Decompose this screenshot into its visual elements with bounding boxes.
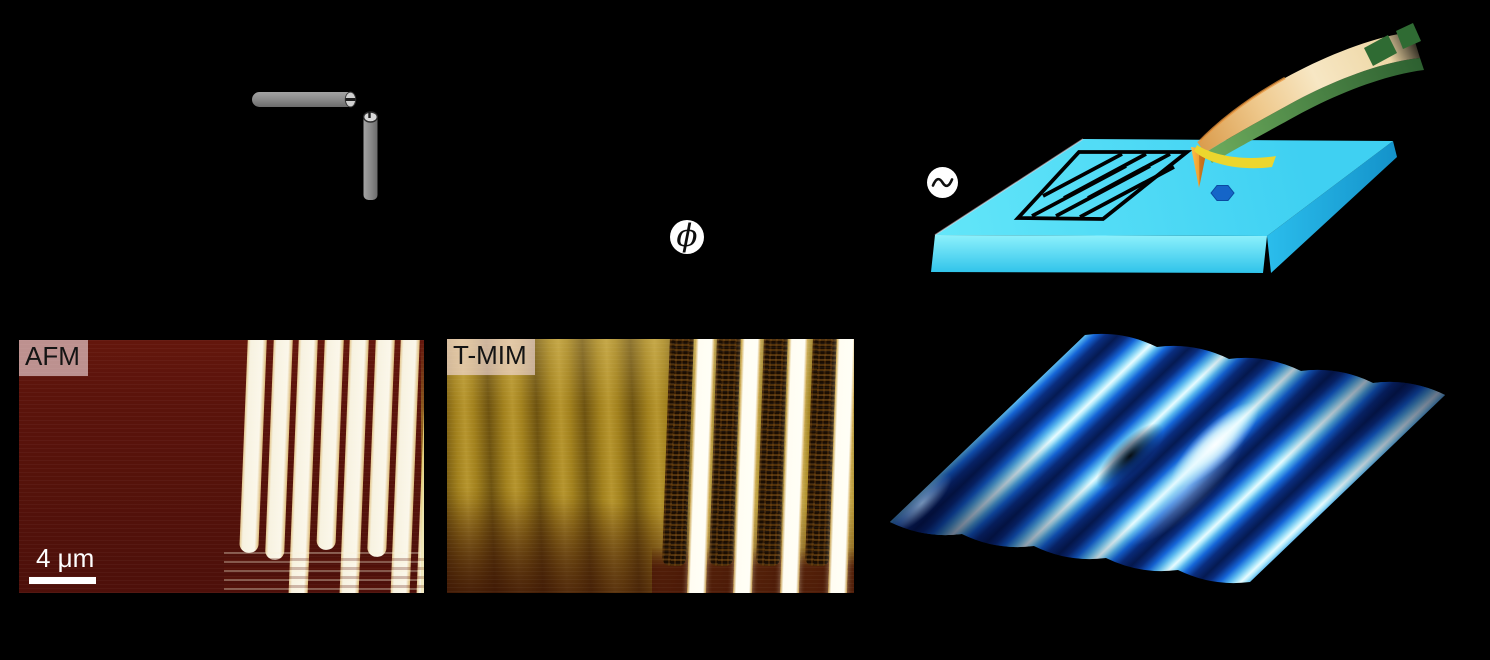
- substrate-top-face: [935, 139, 1393, 236]
- cantilever-body: [1198, 32, 1420, 153]
- cantilever-green-stripe-1: [1364, 35, 1397, 66]
- afm-tip-shade: [1199, 149, 1207, 186]
- ac-source-icon: [931, 177, 954, 188]
- cantilever-green-underside: [1205, 58, 1424, 163]
- scale-bar-label: 4 μm: [36, 543, 95, 573]
- afm-label: AFM: [19, 340, 88, 376]
- phase-node: ϕ: [670, 220, 704, 254]
- afm-tip-icon: [1191, 147, 1207, 188]
- wave-dark-dip: [1096, 423, 1164, 489]
- afm-bottom-noise: [224, 552, 424, 593]
- probe-rod-horizontal: [252, 92, 356, 107]
- substrate-front-face: [931, 235, 1267, 273]
- hexagonal-flake-icon: [1210, 185, 1235, 201]
- coax-probe-schematic: [252, 91, 379, 200]
- wave-left-tip-glow: [892, 473, 952, 533]
- wave-surface-3d: [890, 333, 1445, 584]
- substrate-edge-highlight: [934, 138, 1084, 236]
- idt-electrodes-icon: [1013, 150, 1193, 221]
- ac-source: [927, 167, 958, 198]
- cantilever-green-stripe-2: [1396, 23, 1421, 49]
- cantilever-gold-band: [1194, 145, 1276, 169]
- afm-scan-lines: [19, 340, 424, 593]
- tmim-scan-lines: [447, 339, 854, 593]
- afm-image: AFM 4 μm: [19, 340, 424, 593]
- tmim-label: T-MIM: [447, 339, 535, 375]
- probe-rod-vertical: [363, 114, 378, 200]
- wave-surface-shading: [890, 333, 1445, 584]
- tmim-image: T-MIM: [447, 339, 854, 593]
- cantilever-top-rim: [1197, 76, 1286, 144]
- substrate-right-face: [1267, 141, 1397, 273]
- phi-symbol: ϕ: [676, 217, 698, 254]
- sample-illustration: [931, 23, 1424, 273]
- wave-bright-glow: [1125, 428, 1245, 546]
- scale-bar: [29, 577, 96, 584]
